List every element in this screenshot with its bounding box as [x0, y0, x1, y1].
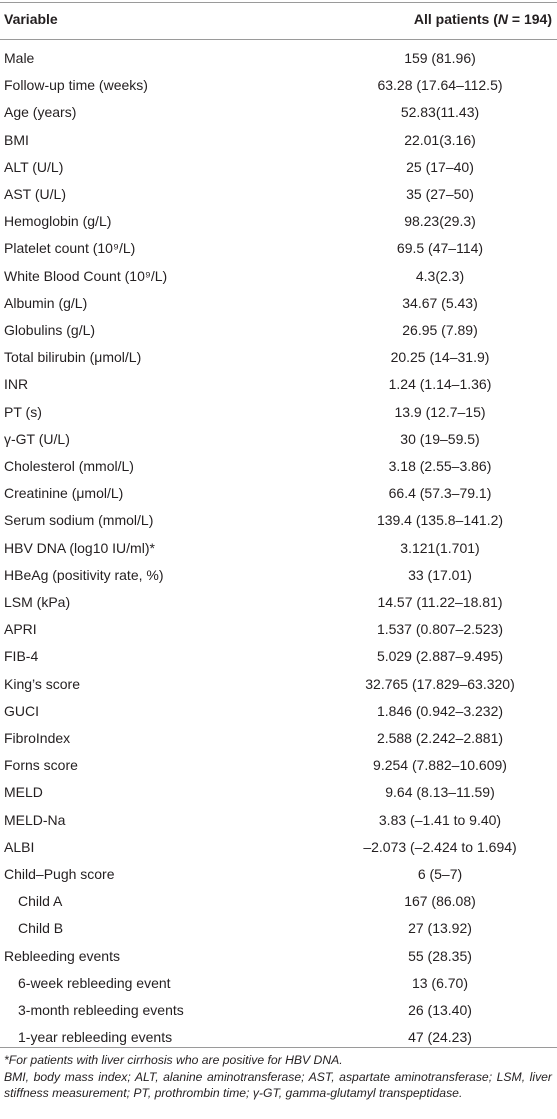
row-label: FIB-4 [4, 648, 39, 665]
row-value: 13.9 (12.7–15) [394, 403, 486, 420]
row-value: 4.3(2.3) [415, 267, 465, 284]
header-text: = 194) [508, 11, 552, 27]
row-value: 66.4 (57.3–79.1) [388, 485, 492, 502]
row-value: 1.24 (1.14–1.36) [388, 376, 492, 393]
row-value: 22.01(3.16) [404, 131, 476, 148]
row-value: –2.073 (–2.424 to 1.694) [363, 838, 517, 855]
row-value: 3.121(1.701) [400, 539, 480, 556]
row-value: 2.588 (2.242–2.881) [376, 730, 504, 746]
row-label: γ-GT (U/L) [4, 430, 70, 447]
row-value: 33 (17.01) [408, 566, 472, 583]
row-label: AST (U/L) [4, 186, 66, 202]
row-value: 9.64 (8.13–11.59) [385, 784, 495, 801]
row-label: Age (years) [4, 104, 77, 121]
row-label: MELD-Na [4, 811, 66, 828]
row-value: 6 (5–7) [417, 866, 463, 882]
row-value: 3.83 (–1.41 to 9.40) [378, 811, 502, 828]
row-label: Albumin (g/L) [4, 294, 88, 311]
row-value: 27 (13.92) [408, 920, 472, 937]
row-label: Platelet count (10⁹/L) [4, 240, 136, 257]
row-label: Follow-up time (weeks) [4, 77, 148, 94]
row-value: 47 (24.23) [408, 1029, 472, 1046]
row-value: 20.25 (14–31.9) [390, 349, 490, 366]
footnotes: *For patients with liver cirrhosis who a… [4, 1052, 552, 1102]
row-label: Total bilirubin (μmol/L) [4, 349, 142, 366]
header-text: All patients ( [413, 11, 498, 27]
row-value: 5.029 (2.887–9.495) [376, 648, 504, 665]
row-value: 26 (13.40) [408, 1002, 472, 1018]
row-value: 30 (19–59.5) [400, 430, 480, 447]
row-value: 159 (81.96) [404, 50, 476, 66]
row-label: PT (s) [4, 403, 42, 420]
row-label: ALBI [4, 838, 35, 855]
header-variable: Variable [4, 11, 58, 27]
row-value: 26.95 (7.89) [402, 322, 478, 338]
row-label: HBV DNA (log10 IU/ml)* [4, 539, 155, 556]
row-value: 1.846 (0.942–3.232) [376, 702, 504, 719]
row-label: Forns score [4, 757, 78, 774]
row-label: GUCI [4, 702, 39, 719]
row-value: 52.83(11.43) [400, 104, 480, 121]
row-label: MELD [4, 784, 43, 801]
row-value: 3.18 (2.55–3.86) [388, 458, 492, 474]
row-label: LSM (kPa) [4, 594, 71, 610]
row-value: 69.5 (47–114) [396, 240, 484, 257]
row-value: 9.254 (7.882–10.609) [373, 757, 507, 774]
row-value: 14.57 (11.22–18.81) [377, 594, 503, 610]
row-value: 34.67 (5.43) [402, 294, 478, 311]
row-value: 55 (28.35) [408, 947, 472, 964]
row-label: INR [4, 376, 29, 393]
row-label: HBeAg (positivity rate, %) [4, 566, 164, 583]
row-label: Child B [18, 920, 64, 937]
row-value: 1.537 (0.807–2.523) [376, 621, 504, 638]
row-value: 63.28 (17.64–112.5) [377, 77, 503, 94]
row-value: 32.765 (17.829–63.320) [365, 675, 515, 692]
row-value: 98.23(29.3) [404, 213, 476, 230]
row-value: 139.4 (135.8–141.2) [376, 512, 504, 529]
row-label: Rebleeding events [4, 947, 120, 964]
row-label: Globulins (g/L) [4, 322, 96, 338]
row-value: 13 (6.70) [411, 974, 469, 991]
row-label: Creatinine (μmol/L) [4, 485, 124, 502]
row-label: BMI [4, 131, 29, 148]
footnote: BMI, body mass index; ALT, alanine amino… [4, 1069, 552, 1101]
row-label: 6-week rebleeding event [18, 974, 171, 991]
top-rule [0, 2, 557, 3]
row-value: 25 (17–40) [406, 158, 474, 175]
row-label: 1-year rebleeding events [18, 1029, 173, 1046]
header-n: N [497, 11, 509, 27]
row-label: FibroIndex [4, 730, 71, 746]
row-label: Serum sodium (mmol/L) [4, 512, 154, 529]
row-label: King’s score [4, 675, 81, 692]
row-label: Child A [18, 893, 63, 910]
header-rule [0, 39, 557, 40]
header-all-patients: All patients (N = 194) [330, 10, 552, 28]
bottom-rule [0, 1047, 557, 1048]
row-label: Cholesterol (mmol/L) [4, 458, 134, 474]
row-label: APRI [4, 621, 37, 638]
row-label: Child–Pugh score [4, 866, 115, 882]
row-label: Male [4, 50, 35, 66]
footnote: *For patients with liver cirrhosis who a… [4, 1053, 343, 1067]
row-label: Hemoglobin (g/L) [4, 213, 112, 230]
row-value: 167 (86.08) [404, 893, 476, 910]
row-label: White Blood Count (10⁹/L) [4, 267, 168, 284]
row-label: 3-month rebleeding events [18, 1002, 184, 1018]
row-label: ALT (U/L) [4, 158, 64, 175]
row-value: 35 (27–50) [406, 186, 474, 202]
